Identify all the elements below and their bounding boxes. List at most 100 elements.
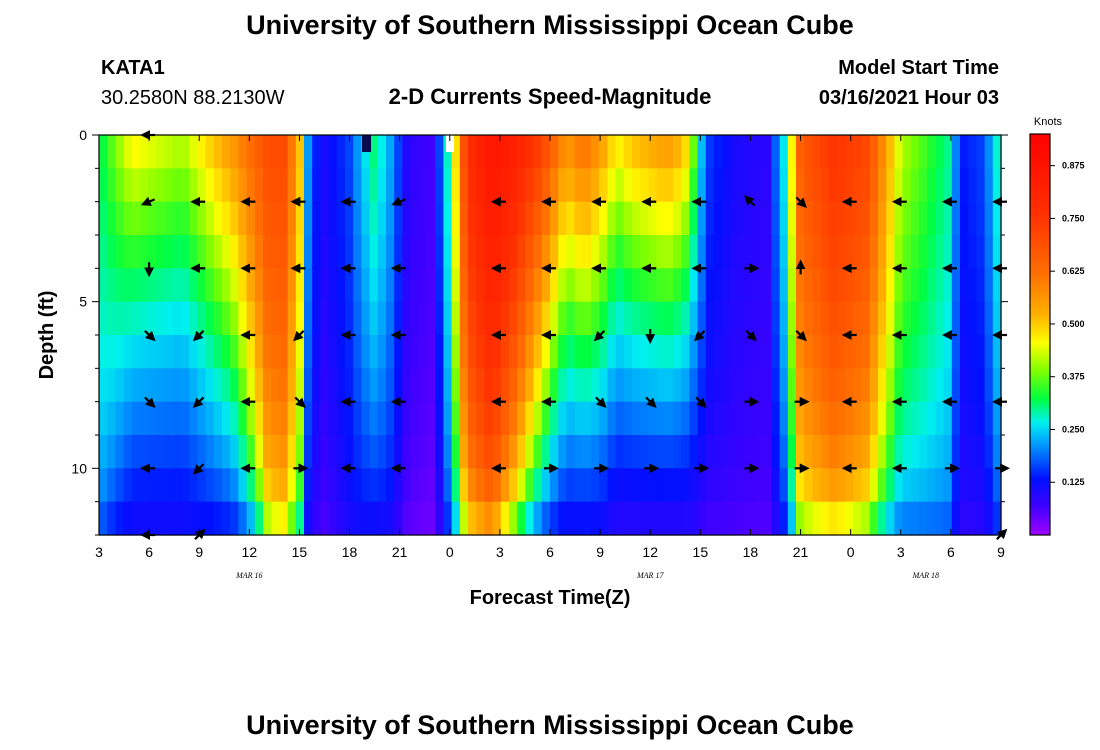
heatmap-cell [427, 168, 436, 203]
heatmap-cell [828, 235, 838, 269]
heatmap-cell [722, 135, 731, 169]
heatmap-cell [623, 235, 633, 269]
heatmap-cell [697, 368, 707, 403]
heatmap-cell [984, 368, 994, 403]
heatmap-cell [550, 401, 559, 436]
heatmap-cell [181, 235, 190, 269]
heatmap-cell [353, 468, 362, 503]
heatmap-cell [951, 435, 961, 469]
heatmap-cell [451, 368, 461, 403]
heatmap-cell [115, 468, 125, 503]
heatmap-cell [254, 268, 264, 303]
heatmap-cell [591, 168, 600, 203]
heatmap-cell [164, 268, 174, 303]
heatmap-cell [697, 268, 707, 303]
heatmap-cell [623, 201, 633, 236]
heatmap-cell [714, 368, 723, 403]
heatmap-cell [230, 201, 239, 236]
heatmap-cell [312, 335, 321, 369]
heatmap-cell [705, 268, 715, 303]
heatmap-cell [582, 201, 592, 236]
heatmap-cell [951, 168, 961, 203]
heatmap-cell [304, 168, 313, 203]
heatmap-cell [648, 501, 658, 536]
heatmap-cell [468, 468, 477, 503]
heatmap-cell [386, 235, 395, 269]
heatmap-cell [902, 235, 912, 269]
heatmap-cell [230, 301, 239, 336]
heatmap-cell [591, 368, 600, 403]
heatmap-cell [927, 268, 936, 303]
heatmap-cell [812, 268, 822, 303]
heatmap-cell [345, 235, 354, 269]
heatmap-cell [410, 501, 420, 536]
heatmap-cell [99, 335, 108, 369]
heatmap-cell [992, 401, 1002, 436]
heatmap-cell [910, 401, 920, 436]
heatmap-cell [517, 135, 526, 169]
heatmap-cell [418, 135, 428, 169]
heatmap-cell [853, 168, 863, 203]
heatmap-cell [582, 501, 592, 536]
heatmap-cell [164, 435, 174, 469]
heatmap-cell [99, 235, 108, 269]
heatmap-cell [377, 168, 387, 203]
heatmap-cell [714, 235, 723, 269]
heatmap-cell [878, 501, 887, 536]
heatmap-cell [156, 235, 166, 269]
heatmap-cell [213, 235, 223, 269]
heatmap-cell [386, 435, 395, 469]
heatmap-cell [238, 201, 248, 236]
heatmap-cell [254, 335, 264, 369]
heatmap-cell [951, 135, 961, 169]
heatmap-cell [558, 335, 567, 369]
heatmap-cell [197, 268, 207, 303]
heatmap-cell [377, 368, 387, 403]
heatmap-cell [664, 435, 674, 469]
date-label: MAR 17 [636, 571, 664, 580]
heatmap-cell [353, 435, 362, 469]
heatmap-cell [468, 435, 477, 469]
heatmap-cell [279, 501, 289, 536]
heatmap-cell [517, 435, 526, 469]
heatmap-cell [960, 268, 969, 303]
heatmap-cell [927, 201, 936, 236]
heatmap-cell [541, 401, 551, 436]
heatmap-cell [541, 135, 551, 169]
heatmap-cell [443, 201, 453, 236]
heatmap-cell [172, 135, 182, 169]
heatmap-cell [615, 235, 625, 269]
heatmap-cell [353, 335, 362, 369]
heatmap-cell [771, 501, 781, 536]
heatmap-cell [853, 335, 863, 369]
heatmap-cell [295, 435, 305, 469]
heatmap-cell [148, 501, 157, 536]
axis-ticks: 3 6 9 12 15 18 21 0 3 6 9 12 15 18 21 0 3 6 9 MAR 16 MAR 17 M… [71, 127, 1008, 580]
heatmap-cell [664, 168, 674, 203]
heatmap-cell [435, 168, 444, 203]
heatmap-cell [222, 235, 231, 269]
heatmap-cell [238, 268, 248, 303]
heatmap-cell [984, 468, 994, 503]
heatmap-cell [172, 368, 182, 403]
heatmap-cell [779, 201, 789, 236]
heatmap-cell [648, 435, 658, 469]
heatmap-cell [976, 501, 986, 536]
heatmap-cell [238, 235, 248, 269]
heatmap-cell [336, 301, 346, 336]
heatmap-cell [796, 335, 805, 369]
heatmap-cell [222, 501, 231, 536]
heatmap-cell [156, 301, 166, 336]
heatmap-cell [705, 335, 715, 369]
heatmap-cell [336, 435, 346, 469]
heatmap-cell [369, 401, 379, 436]
heatmap-cell [246, 401, 256, 436]
heatmap-cell [861, 301, 871, 336]
heatmap-cell [984, 168, 994, 203]
heatmap-cell [164, 235, 174, 269]
heatmap-cell [566, 468, 576, 503]
heatmap-cell [246, 501, 256, 536]
heatmap-cell [894, 301, 904, 336]
heatmap-cell [812, 168, 822, 203]
heatmap-cell [230, 335, 239, 369]
